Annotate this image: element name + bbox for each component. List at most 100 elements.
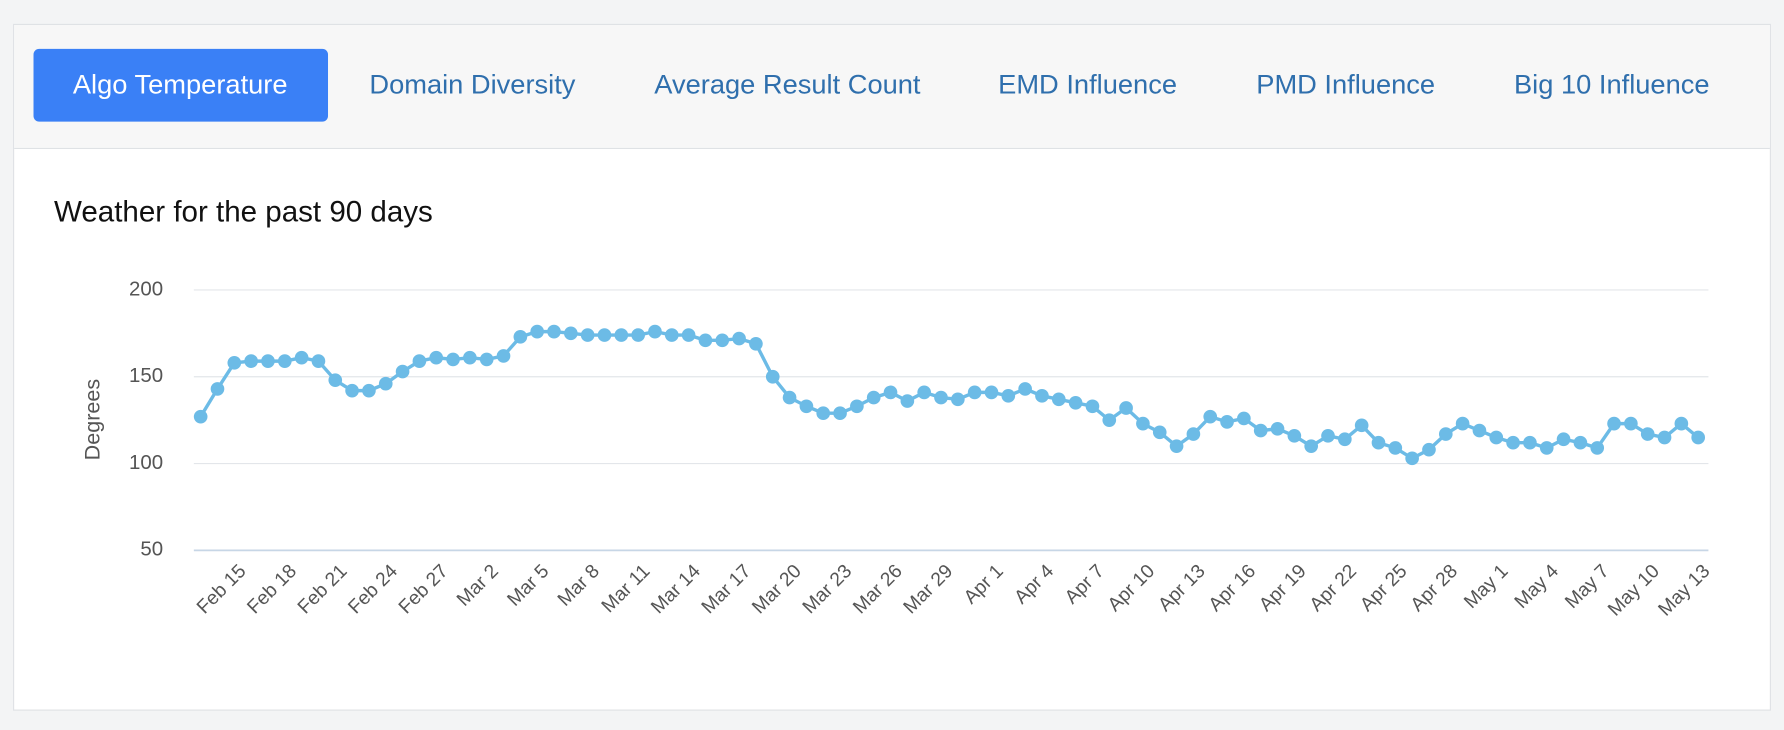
tab[interactable]: PMD Influence: [1256, 69, 1435, 100]
point: [1237, 411, 1251, 426]
point: [429, 350, 444, 365]
point: [210, 382, 225, 396]
point: [395, 364, 410, 379]
tab[interactable]: Algo Temperature: [73, 69, 288, 100]
point: [664, 328, 679, 342]
tab[interactable]: Average Result Count: [654, 69, 921, 100]
point: [883, 385, 898, 400]
point: [446, 352, 460, 367]
point: [1455, 416, 1470, 431]
point: [1371, 435, 1386, 450]
point: [900, 394, 915, 408]
point: [967, 385, 982, 400]
point: [614, 328, 629, 342]
point: [1068, 395, 1083, 410]
point: [479, 352, 494, 367]
chart-title: Weather for the past 90 days: [54, 196, 433, 229]
point: [1102, 413, 1117, 427]
point: [1607, 416, 1621, 431]
point: [1438, 427, 1453, 441]
point: [749, 336, 763, 351]
point: [1001, 389, 1016, 403]
point: [1624, 416, 1638, 431]
point: [193, 409, 208, 424]
y-axis-title: Degrees: [79, 379, 104, 461]
point: [1035, 389, 1049, 403]
point: [1253, 423, 1268, 438]
y-tick-label: 200: [129, 277, 163, 300]
point: [311, 354, 326, 368]
point: [261, 354, 275, 368]
point: [850, 399, 864, 414]
point: [1405, 451, 1419, 466]
point: [463, 350, 477, 365]
point: [765, 369, 780, 384]
point: [244, 354, 258, 368]
point: [648, 324, 662, 339]
point: [1169, 439, 1184, 454]
point: [1321, 428, 1335, 443]
point: [782, 390, 797, 405]
point: [1018, 382, 1032, 396]
point: [328, 373, 343, 388]
point: [378, 376, 393, 391]
point: [227, 356, 242, 370]
point: [866, 390, 881, 405]
point: [1657, 430, 1672, 445]
point: [1152, 425, 1167, 440]
point: [277, 354, 292, 368]
point: [715, 333, 730, 348]
point: [547, 324, 561, 339]
point: [1506, 435, 1520, 450]
point: [1119, 401, 1133, 415]
point: [1388, 441, 1403, 455]
point: [496, 349, 511, 363]
point: [732, 331, 746, 346]
point: [799, 399, 814, 414]
point: [1422, 442, 1436, 457]
point: [833, 406, 847, 421]
point: [1691, 430, 1706, 445]
point: [1051, 392, 1066, 407]
tab[interactable]: EMD Influence: [998, 69, 1177, 100]
point: [1674, 416, 1689, 431]
point: [1472, 423, 1487, 438]
point: [1640, 427, 1655, 441]
tab[interactable]: Big 10 Influence: [1514, 69, 1710, 100]
point: [1590, 441, 1605, 455]
point: [1203, 409, 1218, 424]
point: [1539, 441, 1554, 455]
y-tick-label: 50: [140, 538, 163, 561]
point: [294, 350, 309, 365]
point: [345, 383, 359, 398]
active-tab[interactable]: [33, 48, 329, 122]
point: [1556, 432, 1571, 447]
point: [816, 406, 831, 421]
point: [951, 392, 965, 407]
point: [564, 326, 578, 341]
point: [1085, 399, 1100, 414]
y-tick-label: 100: [129, 451, 163, 474]
point: [530, 324, 545, 339]
point: [1489, 430, 1504, 445]
point: [580, 328, 595, 342]
point: [1338, 432, 1352, 447]
point: [412, 354, 427, 368]
point: [631, 328, 645, 342]
point: [681, 328, 696, 342]
point: [1220, 415, 1234, 429]
point: [1186, 427, 1201, 441]
point: [984, 385, 999, 400]
point: [698, 333, 713, 348]
point: [1354, 418, 1369, 433]
point: [597, 328, 612, 342]
point: [362, 383, 376, 398]
y-tick-label: 150: [129, 364, 163, 387]
point: [1523, 435, 1537, 450]
point: [934, 390, 948, 405]
point: [1270, 422, 1285, 436]
point: [917, 385, 932, 400]
point: [1573, 435, 1588, 450]
point: [513, 330, 528, 344]
tab[interactable]: Domain Diversity: [369, 69, 575, 100]
